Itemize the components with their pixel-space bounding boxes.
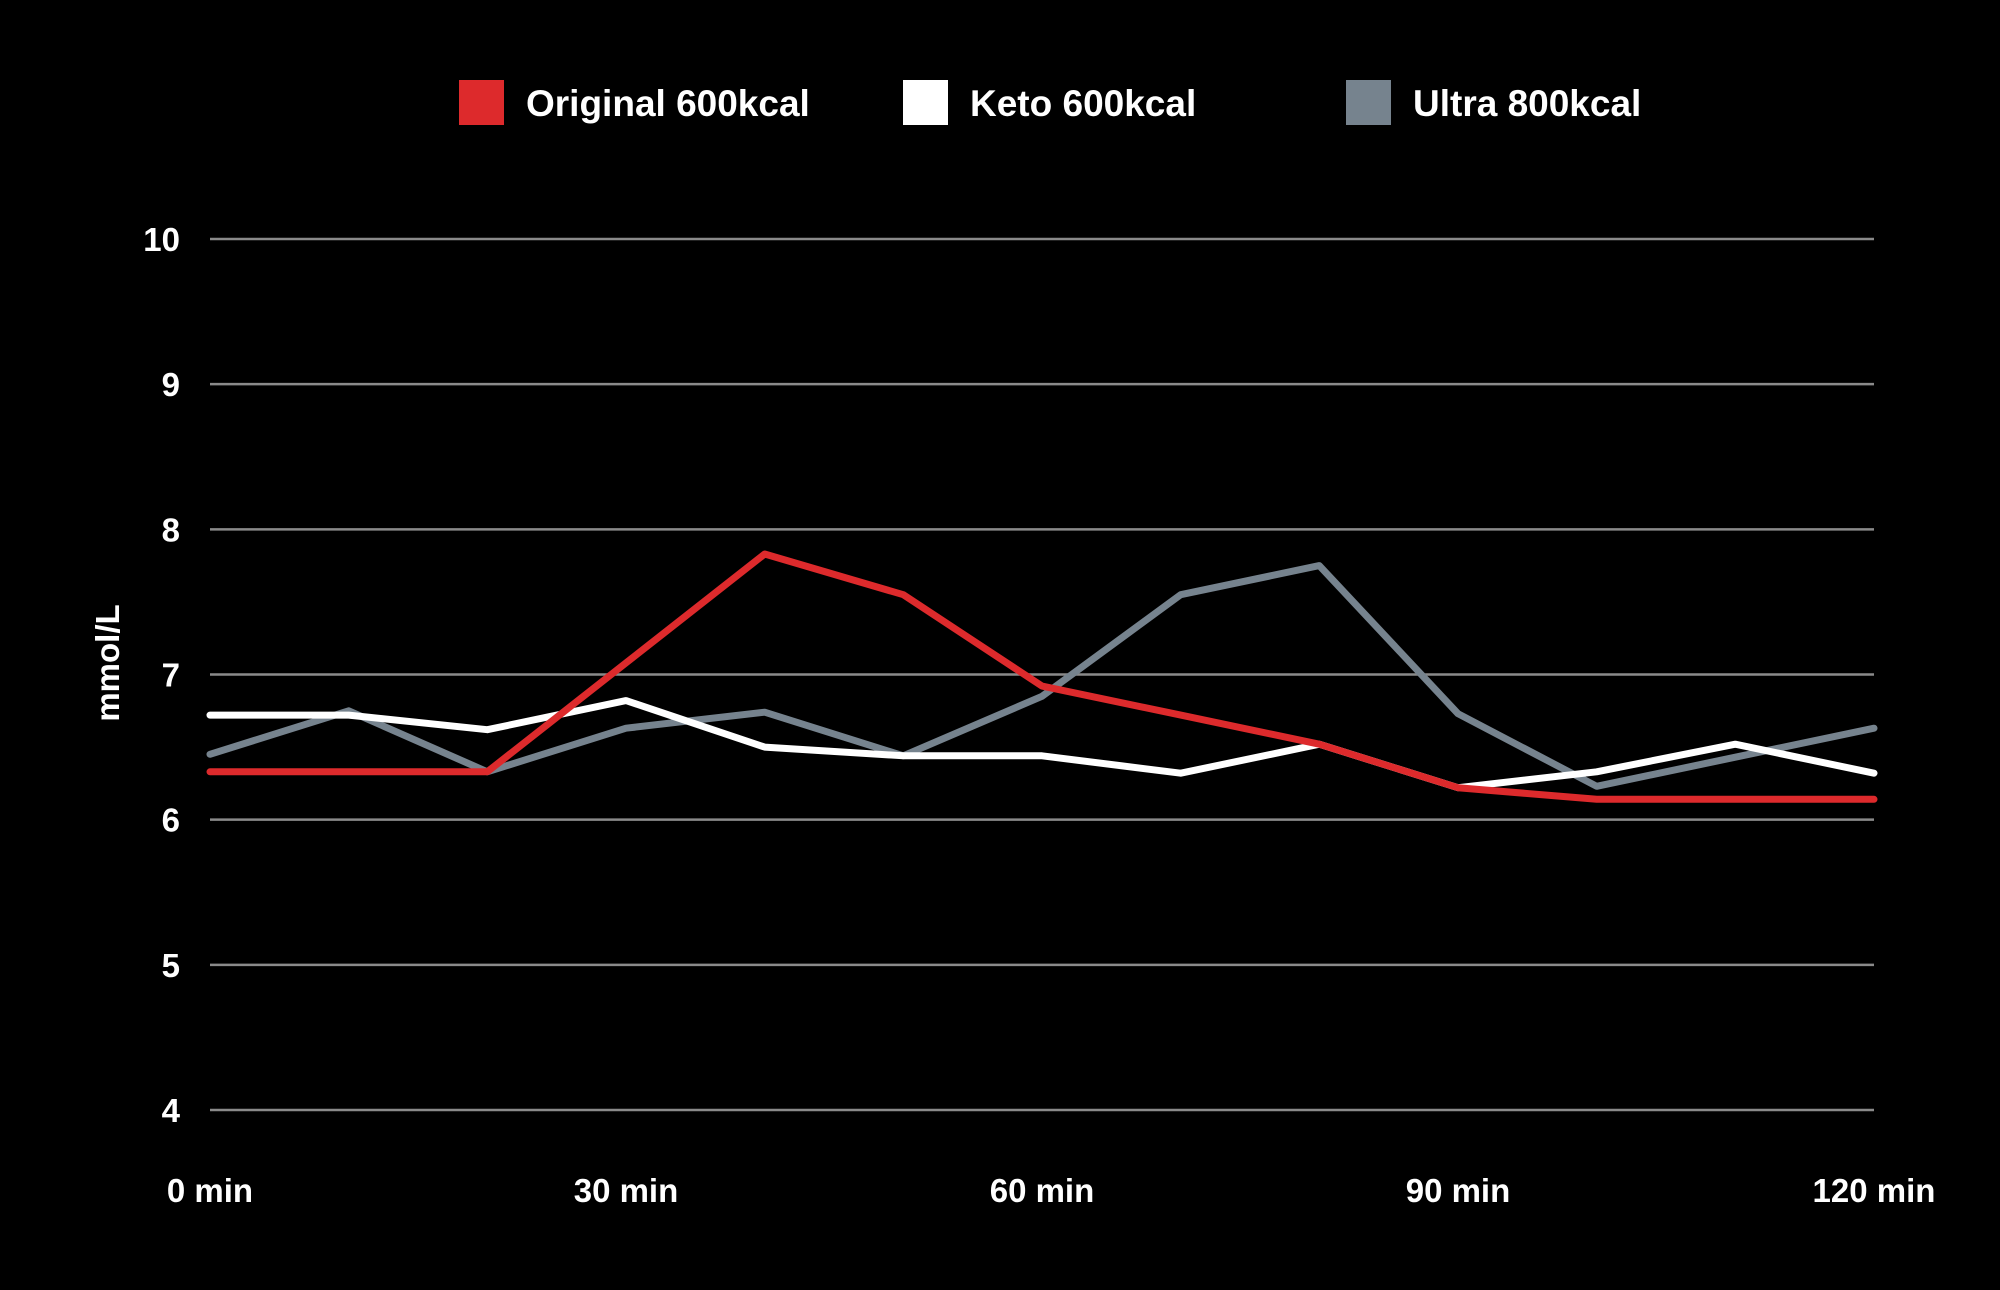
legend-label: Keto 600kcal <box>970 83 1196 124</box>
x-tick-label: 90 min <box>1406 1172 1511 1209</box>
y-axis-ticks: 4 5 6 7 8 9 10 <box>143 221 180 1129</box>
y-tick-label: 4 <box>162 1092 181 1129</box>
legend-swatch <box>1346 80 1391 125</box>
legend-item: Ultra 800kcal <box>1346 80 1641 125</box>
legend-swatch <box>459 80 504 125</box>
x-tick-label: 120 min <box>1813 1172 1936 1209</box>
x-axis-ticks: 0 min 30 min 60 min 90 min 120 min <box>167 1172 1936 1209</box>
series-lines <box>206 550 1878 803</box>
y-tick-label: 6 <box>162 802 180 839</box>
legend-label: Ultra 800kcal <box>1413 83 1641 124</box>
gridlines <box>210 237 1874 1112</box>
y-tick-label: 5 <box>162 947 180 984</box>
legend: Original 600kcal Keto 600kcal Ultra 800kca… <box>459 80 1641 125</box>
x-tick-label: 60 min <box>990 1172 1095 1209</box>
legend-label: Original 600kcal <box>526 83 810 124</box>
legend-item: Original 600kcal <box>459 80 810 125</box>
y-tick-label: 8 <box>162 511 180 548</box>
x-tick-label: 30 min <box>574 1172 679 1209</box>
legend-item: Keto 600kcal <box>903 80 1196 125</box>
series-line-keto-600kcal <box>206 697 1878 792</box>
y-tick-label: 10 <box>143 221 180 258</box>
y-tick-label: 7 <box>162 657 180 694</box>
series-line-original-600kcal <box>206 550 1878 803</box>
y-axis-label: mmol/L <box>89 604 126 721</box>
x-tick-label: 0 min <box>167 1172 253 1209</box>
y-tick-label: 9 <box>162 366 180 403</box>
legend-swatch <box>903 80 948 125</box>
